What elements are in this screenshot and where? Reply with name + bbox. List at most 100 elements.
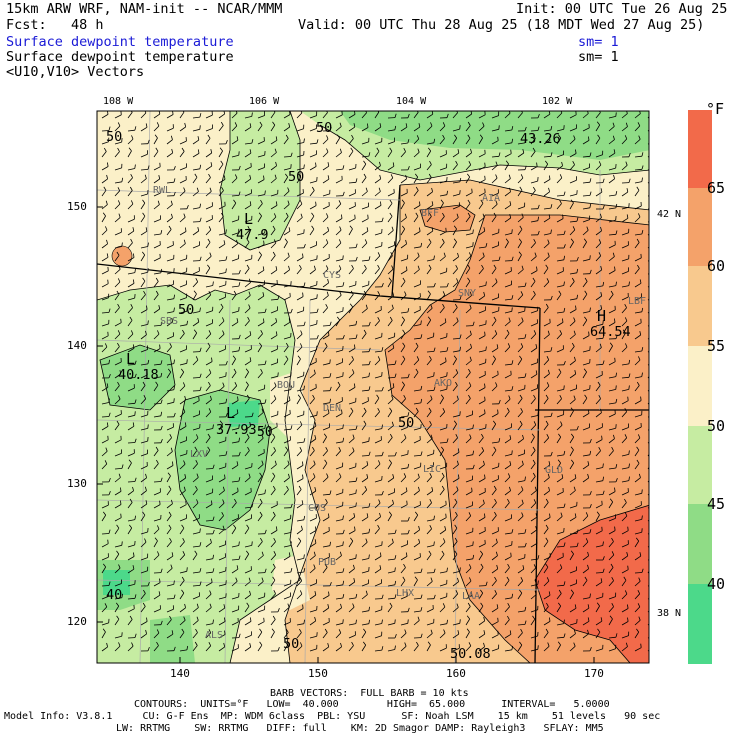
wind-barb	[244, 126, 252, 132]
wind-barb	[634, 631, 640, 639]
wind-barb-flag	[641, 165, 644, 170]
wind-barb-flag	[405, 174, 407, 179]
wind-barb	[322, 325, 331, 327]
wind-barb	[491, 245, 499, 249]
wind-barb	[205, 361, 213, 366]
wind-barb	[244, 398, 250, 405]
wind-barb	[634, 449, 640, 457]
wind-barb	[621, 411, 627, 418]
wind-barb	[595, 230, 602, 236]
wind-barb	[101, 543, 109, 548]
wind-barb-flag	[261, 408, 264, 413]
wind-barb-flag	[573, 330, 576, 335]
wind-barb	[205, 623, 213, 626]
wind-barb-flag	[454, 498, 458, 503]
wind-barb	[101, 215, 106, 223]
wind-barb	[166, 271, 174, 275]
wind-barb	[413, 372, 419, 379]
wind-barb-flag	[600, 305, 603, 310]
wind-barb	[140, 215, 146, 223]
wind-barb	[218, 243, 226, 249]
wind-barb-flag	[180, 368, 185, 373]
wind-barb	[621, 437, 627, 444]
wind-barb	[556, 203, 562, 210]
wind-barb	[205, 128, 213, 132]
wind-barb-flag	[355, 425, 358, 430]
wind-barb-flag	[238, 424, 240, 429]
wind-barb	[166, 503, 173, 509]
wind-barb	[400, 467, 408, 470]
wind-barb-flag	[584, 576, 588, 581]
wind-barb	[101, 426, 109, 431]
wind-barb	[621, 191, 629, 197]
wind-barb	[296, 465, 304, 470]
wind-barb	[257, 312, 266, 314]
contour-layer	[97, 111, 649, 663]
wind-barb	[348, 480, 357, 483]
wind-barb-flag	[258, 212, 262, 217]
wind-barb-flag	[338, 200, 342, 205]
wind-barb	[114, 114, 122, 119]
wind-barb	[348, 372, 355, 379]
wind-barb	[296, 217, 303, 223]
wind-barb	[257, 555, 264, 561]
wind-barb	[478, 464, 485, 470]
wind-barb-flag	[274, 174, 277, 179]
wind-barb	[153, 137, 158, 145]
wind-barb-flag	[519, 355, 523, 360]
wind-barb	[634, 504, 642, 509]
wind-barb-flag	[446, 282, 449, 288]
wind-barb	[530, 220, 538, 223]
wind-barb-flag	[128, 147, 132, 152]
wind-barb-flag	[248, 304, 251, 309]
wind-barb-flag	[653, 344, 654, 348]
wind-barb	[504, 232, 512, 236]
wind-barb	[543, 113, 551, 119]
wind-barb-flag	[323, 433, 327, 438]
wind-barb-flag	[299, 590, 303, 595]
wind-barb	[556, 424, 563, 431]
wind-barb-flag	[154, 134, 158, 139]
wind-barb-flag	[615, 191, 618, 196]
wind-barb-flag	[518, 238, 522, 243]
wind-barb-flag	[641, 568, 644, 573]
wind-barb-flag	[378, 460, 381, 465]
colorbar-swatch-40-45	[688, 504, 712, 584]
wind-barb	[192, 207, 200, 210]
wind-barb	[387, 141, 395, 145]
wind-barb	[179, 140, 187, 145]
wind-barb-flag	[394, 567, 396, 572]
wind-barb	[348, 294, 354, 301]
wind-barb	[621, 646, 628, 652]
wind-barb-flag	[420, 607, 423, 612]
wind-barb-flag	[418, 123, 421, 128]
wind-barb-flag	[388, 277, 392, 282]
wind-barb	[244, 477, 251, 483]
wind-barb	[387, 398, 394, 405]
wind-barb-flag	[263, 318, 265, 323]
wind-barb	[283, 336, 291, 340]
wind-barb-flag	[484, 331, 486, 336]
wind-barb	[530, 594, 537, 600]
wind-barb-flag	[147, 646, 150, 652]
city-lbf: LBF	[628, 296, 647, 307]
wind-barb-flag	[363, 160, 367, 165]
wind-barb	[530, 543, 538, 548]
wind-barb-flag	[169, 343, 172, 347]
wind-barb-flag	[628, 359, 631, 364]
wind-barb-flag	[510, 552, 512, 557]
wind-barb	[621, 232, 629, 236]
wind-barb	[296, 529, 303, 535]
wind-barb-flag	[545, 537, 549, 542]
wind-barb-flag	[108, 581, 111, 586]
wind-barb-flag	[339, 122, 342, 127]
wind-barb	[140, 541, 147, 548]
wind-barb	[569, 633, 576, 639]
wind-barb	[439, 476, 445, 483]
wind-barb	[348, 540, 354, 548]
wind-barb-flag	[394, 555, 397, 560]
wind-barb	[387, 363, 396, 366]
wind-barb-flag	[324, 628, 328, 633]
wind-barb	[361, 155, 369, 158]
wind-barb-flag	[108, 398, 110, 403]
